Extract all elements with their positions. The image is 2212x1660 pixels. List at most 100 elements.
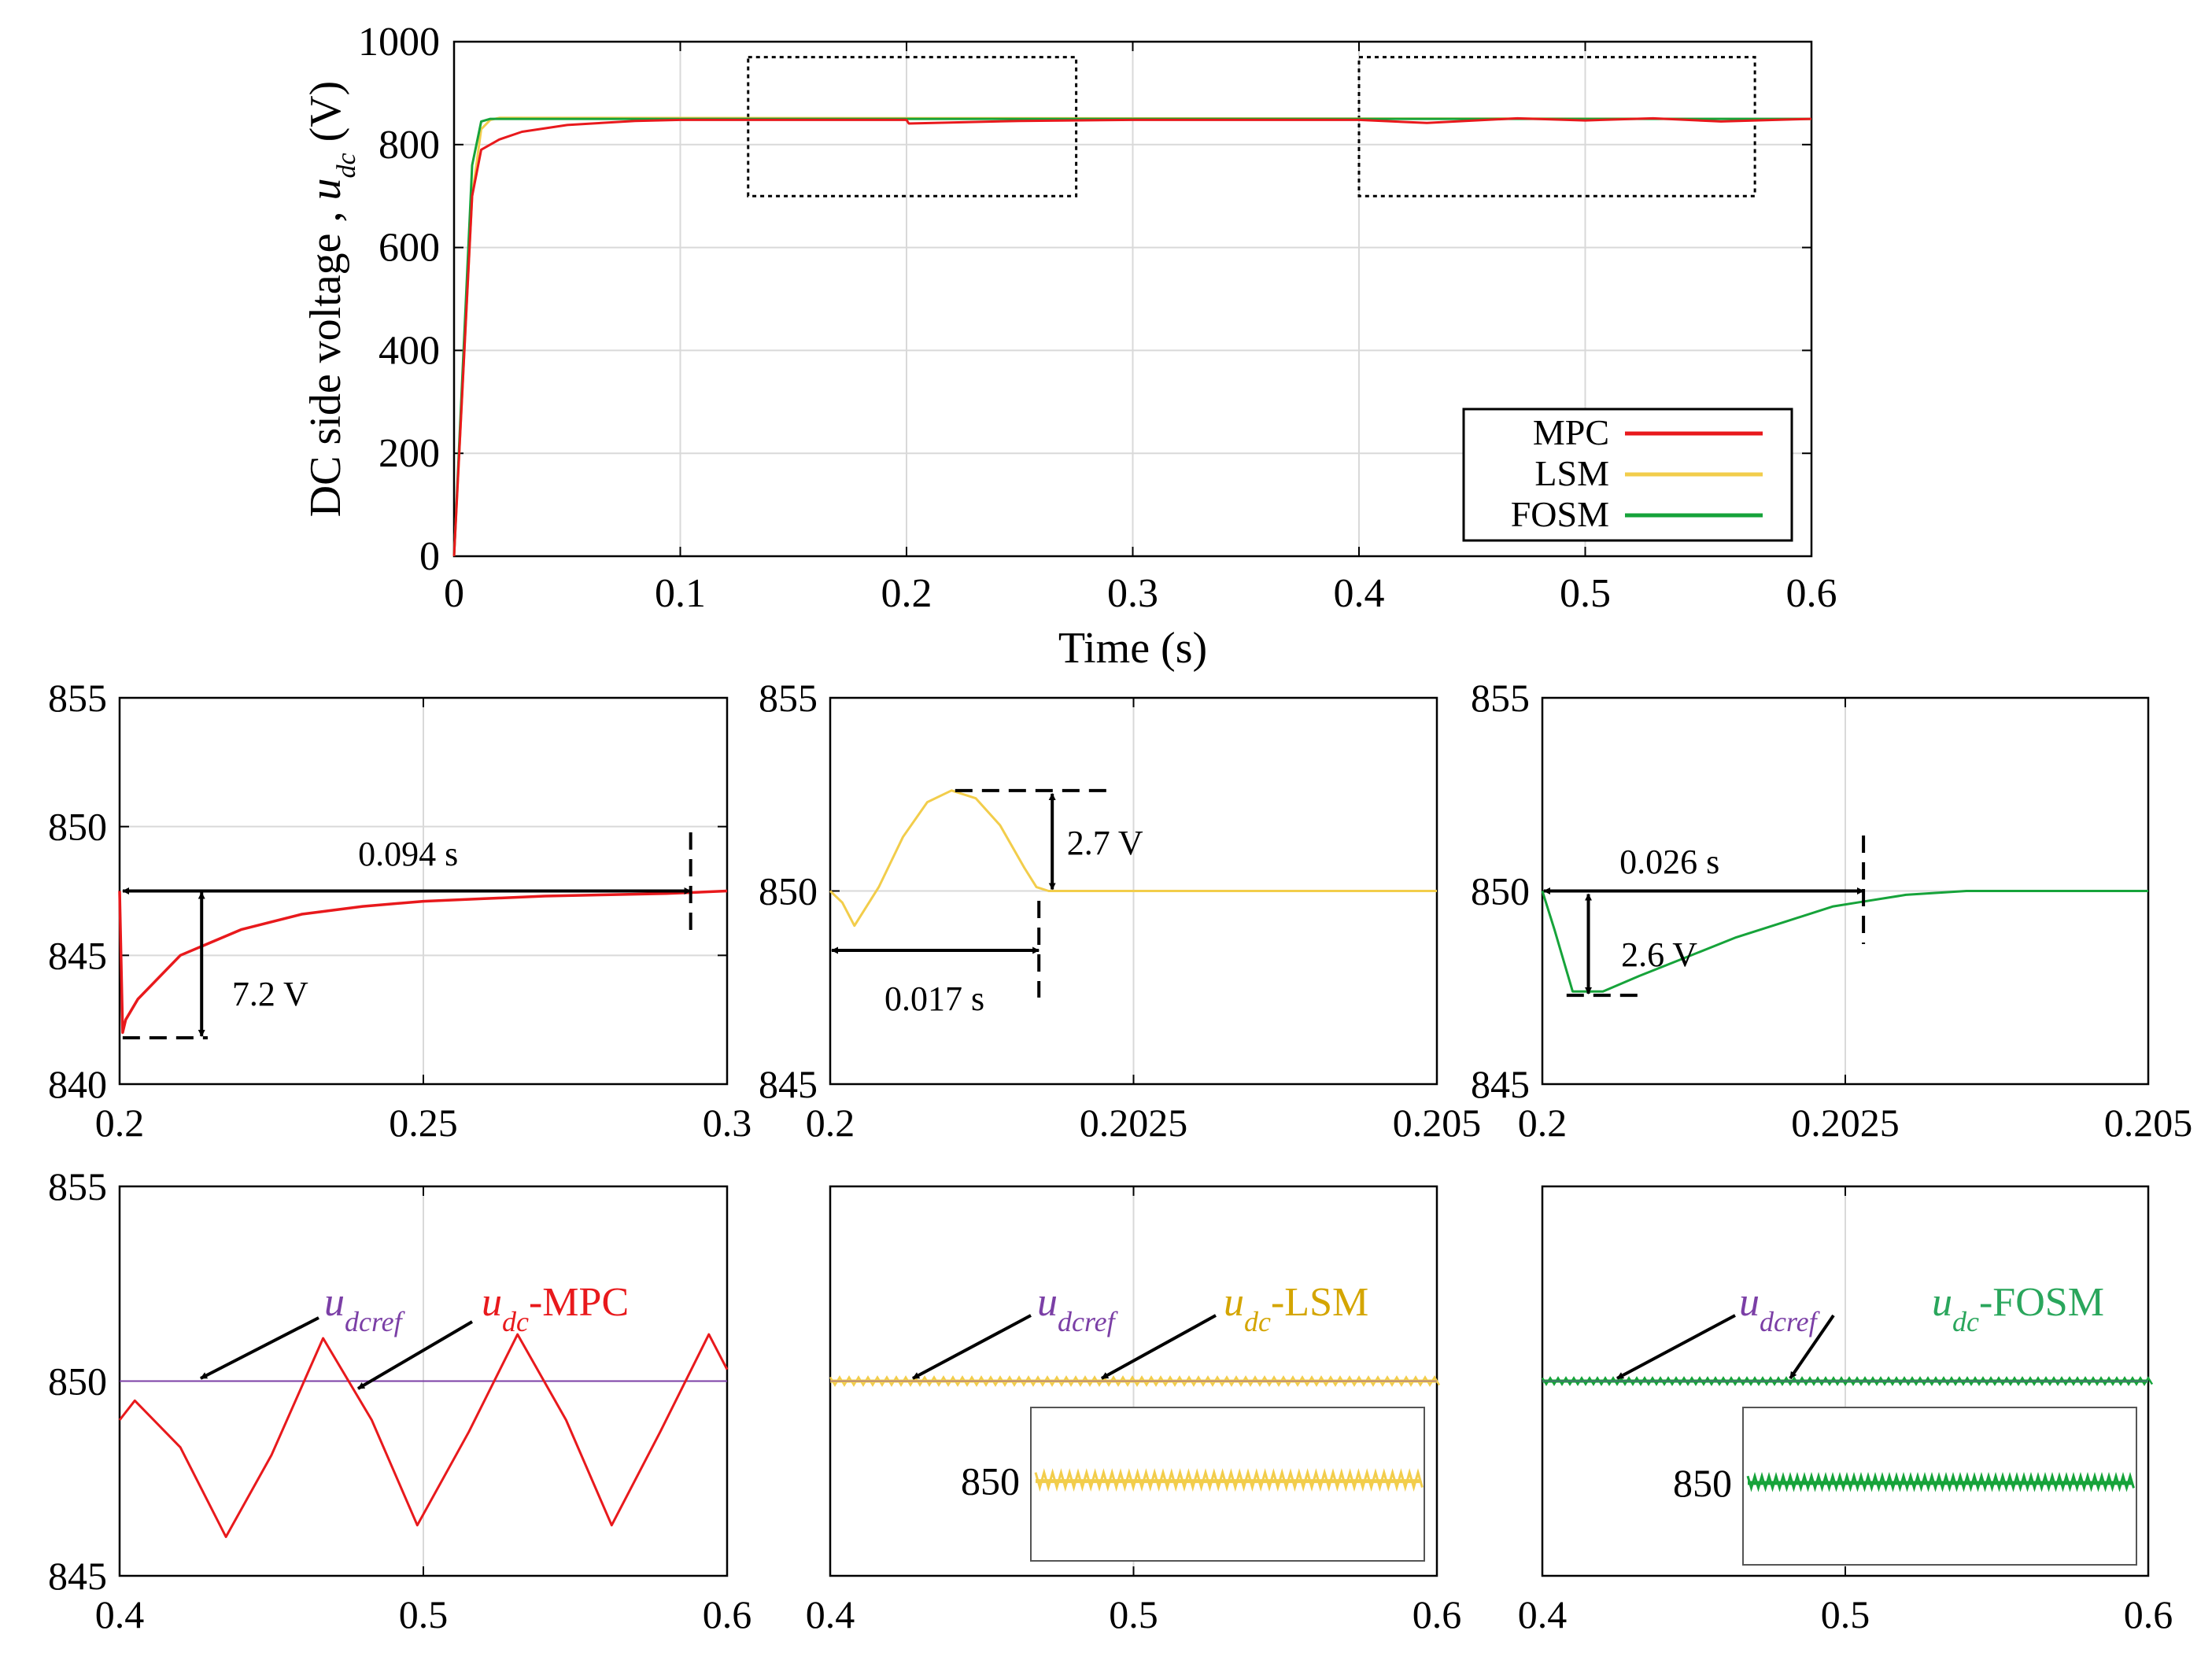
x-tick-label: 0.2 <box>1518 1101 1568 1145</box>
x-tick-label: 0.25 <box>389 1101 458 1145</box>
annotation-label-voltage: 2.6 V <box>1621 935 1697 974</box>
text-span: (V) <box>301 81 350 153</box>
text-span: -LSM <box>1271 1280 1368 1325</box>
x-tick-label: 0.6 <box>703 1592 752 1636</box>
inset-tick-label: 850 <box>961 1459 1020 1503</box>
annotation-arrow-signal <box>1789 1314 1835 1380</box>
series-line-mpc <box>118 1333 729 1538</box>
label-udc-signal: udc-MPC <box>482 1280 629 1337</box>
text-span: -MPC <box>529 1280 629 1325</box>
axes-frame <box>452 40 1813 558</box>
y-axis-label: DC side voltage , udc (V) <box>301 81 361 518</box>
y-tick-label: 850 <box>1471 869 1530 913</box>
y-tick-label: 850 <box>759 869 818 913</box>
y-tick-label: 845 <box>759 1062 818 1106</box>
y-tick-label: 1000 <box>358 20 440 65</box>
text-span: DC side voltage , <box>301 201 350 518</box>
x-tick-label: 0.5 <box>1560 571 1611 616</box>
x-tick-label: 0.5 <box>399 1592 449 1636</box>
y-tick-label: 0 <box>419 534 440 579</box>
text-span: dc <box>332 153 361 178</box>
annotation-label-voltage: 2.7 V <box>1067 824 1143 862</box>
y-tick-label: 800 <box>379 123 440 168</box>
x-tick-label: 0.205 <box>2104 1101 2193 1145</box>
label-udcref: udcref <box>1037 1280 1119 1337</box>
text-span: dc <box>1952 1306 1979 1337</box>
text-span: dcref <box>1760 1306 1821 1337</box>
x-tick-label: 0.4 <box>1334 571 1385 616</box>
x-tick-label: 0.3 <box>703 1101 752 1145</box>
x-tick-label: 0.5 <box>1821 1592 1870 1636</box>
text-span: u <box>301 179 350 201</box>
text-span: dc <box>502 1306 529 1337</box>
y-tick-label: 855 <box>48 676 107 720</box>
x-tick-label: 0.6 <box>1786 571 1837 616</box>
y-tick-label: 850 <box>48 1359 107 1404</box>
x-tick-label: 0.4 <box>1518 1592 1568 1636</box>
annotation-label-time: 0.026 s <box>1619 843 1719 881</box>
x-tick-label: 0 <box>444 571 464 616</box>
text-span: u <box>1739 1280 1760 1325</box>
annotation-label-time: 0.094 s <box>358 835 458 873</box>
y-tick-label: 855 <box>1471 676 1530 720</box>
x-tick-label: 0.6 <box>1413 1592 1462 1636</box>
inset: 850 <box>961 1407 1425 1562</box>
annotation-arrow-ref <box>200 1316 319 1380</box>
panel-zoom-fosm-step: 0.2 0.2025 0.205 845 850 855 0.026 s 2.6 V <box>1471 676 2192 1145</box>
x-tick-label: 0.205 <box>1393 1101 1482 1145</box>
inset-tick-label: 850 <box>1673 1461 1732 1505</box>
zoom-box <box>747 56 1078 197</box>
text-span: u <box>1037 1280 1058 1325</box>
y-tick-label: 855 <box>48 1164 107 1208</box>
y-tick-label: 200 <box>379 431 440 476</box>
legend-label-mpc: MPC <box>1533 412 1609 452</box>
y-tick-label: 845 <box>1471 1062 1530 1106</box>
panel-zoom-lsm-step: 0.2 0.2025 0.205 845 850 855 2.7 V 0.017 s <box>759 676 1481 1145</box>
annotation-arrow-signal <box>1101 1314 1217 1380</box>
y-tick-label: 840 <box>48 1062 107 1106</box>
legend-label-fosm: FOSM <box>1511 494 1609 534</box>
x-tick-label: 0.2 <box>881 571 932 616</box>
x-tick-label: 0.1 <box>655 571 706 616</box>
y-tick-label: 845 <box>48 933 107 977</box>
y-tick-label: 850 <box>48 805 107 849</box>
legend-label-lsm: LSM <box>1534 453 1609 493</box>
inset: 850 <box>1673 1407 2137 1566</box>
series-line-mpc <box>452 116 1812 557</box>
annotation-arrow-ref <box>1616 1314 1736 1380</box>
x-tick-label: 0.3 <box>1107 571 1158 616</box>
text-span: -FOSM <box>1979 1280 2104 1325</box>
annotation-label-time: 0.017 s <box>884 979 984 1018</box>
y-tick-label: 845 <box>48 1554 107 1598</box>
text-span: u <box>1932 1280 1952 1325</box>
panel-main: 0 0.1 0.2 0.3 0.4 0.5 0.6 0 200 400 600 800 1000 DC s… <box>301 20 1837 673</box>
x-tick-label: 0.4 <box>806 1592 855 1636</box>
y-tick-label: 600 <box>379 226 440 271</box>
text-span: u <box>482 1280 502 1325</box>
x-tick-label: 0.4 <box>95 1592 145 1636</box>
x-tick-label: 0.2 <box>95 1101 145 1145</box>
text-span: dcref <box>1058 1306 1119 1337</box>
series-line-mpc <box>118 889 728 1035</box>
y-tick-label: 400 <box>379 328 440 373</box>
panel-zoom-mpc-step: 0.2 0.25 0.3 840 845 850 855 0.094 s 7.2 V <box>48 676 751 1145</box>
label-udc-signal: udc-FOSM <box>1932 1280 2104 1337</box>
label-udc-signal: udc-LSM <box>1224 1280 1368 1337</box>
text-span: u <box>324 1280 345 1325</box>
y-tick-label: 855 <box>759 676 818 720</box>
zoom-box <box>1357 56 1756 197</box>
x-tick-label: 0.5 <box>1109 1592 1158 1636</box>
text-span: u <box>1224 1280 1244 1325</box>
annotation-arrow-ref <box>912 1314 1032 1380</box>
label-udcref: udcref <box>324 1280 406 1337</box>
annotation-label-voltage: 7.2 V <box>232 975 308 1013</box>
x-tick-label: 0.6 <box>2124 1592 2173 1636</box>
series-line-lsm <box>829 789 1437 928</box>
text-span: dcref <box>345 1306 406 1337</box>
x-tick-label: 0.2025 <box>1080 1101 1188 1145</box>
x-tick-label: 0.2 <box>806 1101 855 1145</box>
